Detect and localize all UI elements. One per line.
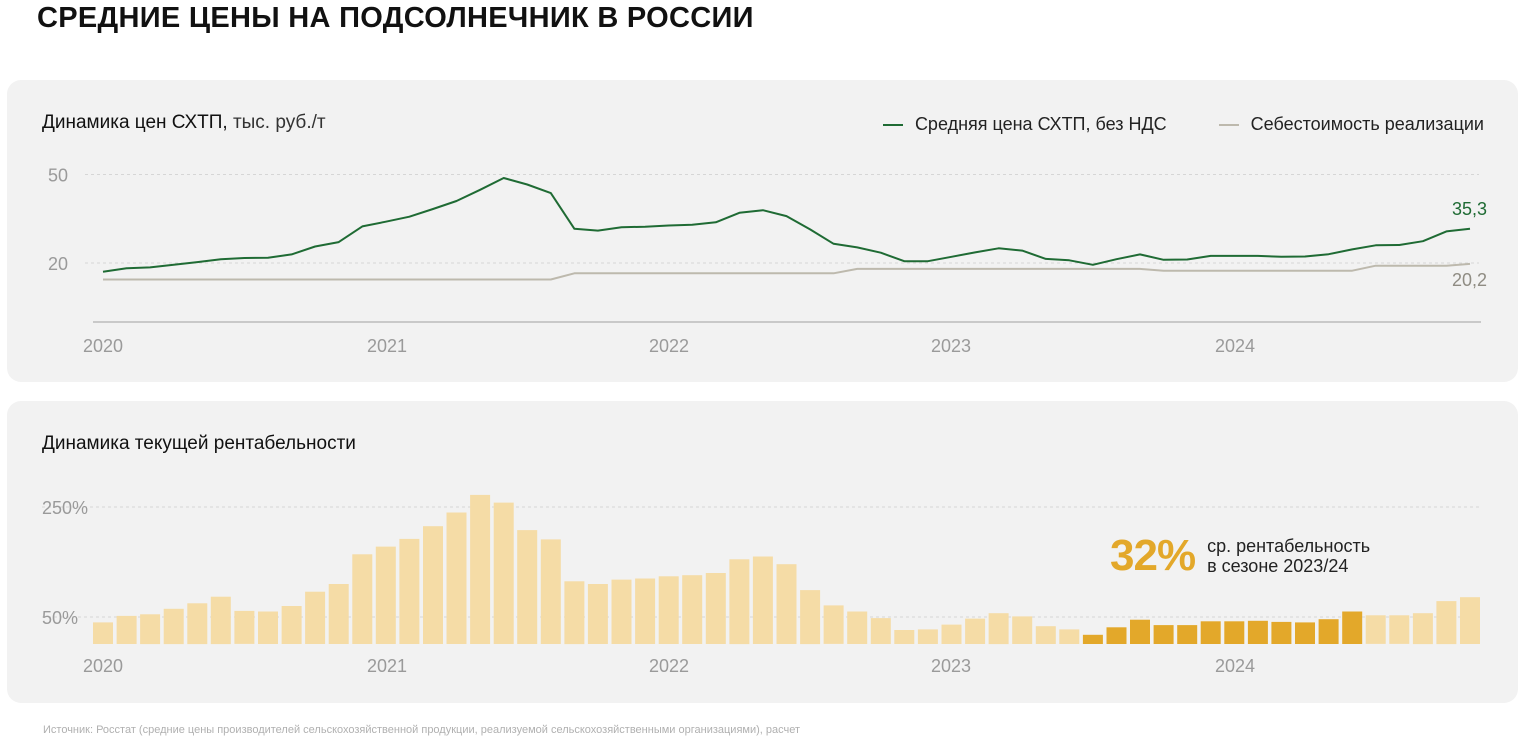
profitability-bar: [1200, 621, 1221, 644]
profitability-bar: [611, 579, 632, 644]
profitability-bar: [1365, 615, 1386, 644]
profitability-bar: [635, 578, 656, 644]
profitability-bar: [870, 618, 891, 644]
profitability-bar: [847, 611, 868, 644]
profitability-bar: [375, 546, 396, 644]
profitability-bar: [1012, 616, 1033, 644]
price-end-label: 35,3: [1452, 199, 1487, 219]
profitability-bar: [140, 614, 161, 645]
profitability-chart-panel: Динамика текущей рентабельности 250% 50% 2…: [7, 401, 1518, 703]
profitability-bar: [305, 591, 326, 644]
profitability-bar: [776, 564, 797, 644]
x-tick-label-2024: 2024: [1215, 336, 1255, 356]
legend-label-price: Средняя цена СХТП, без НДС: [914, 114, 1167, 134]
profitability-bar: [1106, 627, 1127, 644]
bar-x-tick-label-2020: 2020: [83, 656, 123, 676]
profitability-bar: [1389, 615, 1410, 644]
profitability-bar: [941, 624, 962, 644]
profitability-bar: [752, 556, 773, 644]
price-chart-title: Динамика цен СХТП, тыс. руб./т: [42, 112, 326, 134]
profitability-bar: [234, 610, 255, 644]
profitability-bar: [682, 575, 703, 644]
profitability-bar: [281, 606, 302, 644]
profitability-bar: [517, 530, 538, 644]
profitability-bar: [470, 494, 491, 644]
profitability-bar: [423, 526, 443, 644]
profitability-bar: [1271, 621, 1292, 644]
profitability-bar: [1342, 611, 1363, 644]
profitability-bar: [187, 603, 208, 645]
profitability-bar: [729, 559, 750, 645]
cost-end-label: 20,2: [1452, 270, 1487, 290]
profitability-bar: [328, 584, 349, 644]
profitability-bar: [116, 615, 137, 644]
profitability-bar: [658, 576, 679, 644]
profitability-bar: [705, 573, 726, 644]
profitability-bar: [1224, 621, 1245, 644]
legend-item-price: Средняя цена СХТП, без НДС: [882, 114, 1167, 135]
profitability-bar: [493, 502, 514, 644]
price-series-line: [102, 177, 1471, 273]
legend-swatch-cost: [1218, 123, 1239, 126]
bar-y-tick-label-250: 250%: [42, 498, 88, 518]
callout-value: 32%: [1110, 531, 1196, 580]
profitability-bar: [1130, 619, 1150, 644]
profitability-bar: [258, 611, 278, 644]
cost-series-line: [103, 262, 1471, 281]
price-chart-panel: Динамика цен СХТП, тыс. руб./т Средняя ц…: [7, 80, 1518, 382]
price-chart-title-main: Динамика цен СХТП,: [42, 112, 228, 133]
profitability-bar: [823, 605, 844, 644]
bar-x-tick-label-2022: 2022: [649, 656, 689, 676]
profitability-bar: [1153, 625, 1174, 644]
bar-x-tick-label-2024: 2024: [1215, 656, 1255, 676]
profitability-bar: [446, 512, 467, 644]
profitability-bar: [1318, 619, 1339, 644]
profitability-chart-title: Динамика текущей рентабельности: [42, 433, 356, 454]
profitability-bar: [917, 629, 938, 644]
x-tick-label-2021: 2021: [367, 336, 407, 356]
profitability-bar: [399, 538, 420, 644]
profitability-bar: [800, 590, 821, 645]
legend-item-cost: Себестоимость реализации: [1218, 114, 1484, 135]
y-tick-label-20: 20: [48, 254, 68, 274]
profitability-bar: [1436, 601, 1457, 645]
callout-text: ср. рентабельность в сезоне 2023/24: [1207, 536, 1370, 576]
bar-y-tick-label-50: 50%: [42, 608, 78, 628]
profitability-bar: [1412, 613, 1433, 645]
x-tick-label-2023: 2023: [931, 336, 971, 356]
bar-x-tick-label-2021: 2021: [367, 656, 407, 676]
profitability-bar: [210, 596, 231, 645]
price-chart-legend: Средняя цена СХТП, без НДС Себестоимость…: [882, 114, 1484, 135]
bar-x-tick-label-2023: 2023: [931, 656, 971, 676]
profitability-bar: [93, 622, 113, 644]
callout-line-1: ср. рентабельность: [1207, 536, 1371, 556]
profitability-bar-chart: 250% 50% 2020 2021 2022 2023 2024: [42, 494, 1480, 676]
profitability-bar: [1035, 626, 1056, 644]
profitability-bar: [587, 584, 608, 644]
x-tick-label-2020: 2020: [83, 336, 123, 356]
profitability-bar: [163, 608, 184, 645]
y-tick-label-50: 50: [48, 166, 68, 186]
legend-label-cost: Себестоимость реализации: [1250, 114, 1484, 134]
legend-swatch-price: [882, 123, 903, 126]
profitability-bar: [1177, 625, 1198, 644]
profitability-bar: [1295, 622, 1315, 644]
profitability-bar: [1059, 629, 1080, 644]
profitability-bar: [1460, 597, 1480, 644]
source-note: Источник: Росстат (средние цены производ…: [43, 724, 801, 736]
page-title: СРЕДНИЕ ЦЕНЫ НА ПОДСОЛНЕЧНИК В РОССИИ: [37, 2, 754, 34]
profitability-bar: [352, 554, 373, 644]
price-line-chart: 20 50 2020 2021 2022 2023 2024 35,3 20,2: [48, 166, 1487, 357]
profitability-bar: [564, 581, 585, 645]
profitability-bar: [1247, 620, 1268, 644]
profitability-bar: [965, 618, 986, 644]
profitability-callout: 32% ср. рентабельность в сезоне 2023/24: [1110, 531, 1370, 581]
callout-line-2: в сезоне 2023/24: [1207, 556, 1349, 576]
profitability-bar: [1082, 634, 1103, 644]
profitability-bar: [988, 613, 1009, 645]
profitability-bar: [894, 630, 915, 644]
price-chart-unit: тыс. руб./т: [232, 112, 326, 133]
profitability-bar: [540, 539, 561, 644]
x-tick-label-2022: 2022: [649, 336, 689, 356]
